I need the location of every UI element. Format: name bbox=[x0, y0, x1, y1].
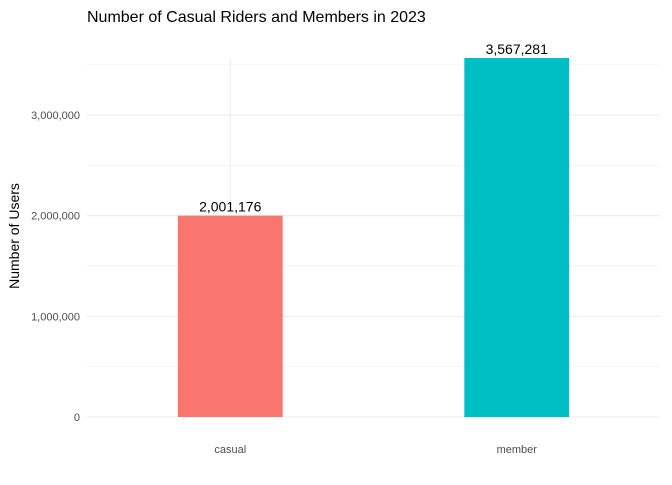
value-label-member: 3,567,281 bbox=[486, 41, 548, 57]
bar-layer bbox=[177, 58, 570, 417]
bar-casual bbox=[177, 215, 283, 417]
label-layer: 0 1,000,000 2,000,000 3,000,000 2,001,176 cas… bbox=[31, 41, 548, 456]
bar-member bbox=[464, 58, 570, 417]
value-label-casual: 2,001,176 bbox=[199, 199, 261, 215]
y-tick-label: 1,000,000 bbox=[31, 311, 80, 323]
chart-title: Number of Casual Riders and Members in 2… bbox=[87, 9, 426, 26]
y-tick-label: 0 bbox=[74, 412, 80, 424]
y-tick-label: 3,000,000 bbox=[31, 110, 80, 122]
y-tick-label: 2,000,000 bbox=[31, 211, 80, 223]
x-tick-label-casual: casual bbox=[214, 444, 246, 456]
y-axis-label: Number of Users bbox=[6, 183, 22, 289]
grid-layer bbox=[87, 58, 660, 418]
x-tick-label-member: member bbox=[497, 444, 538, 456]
